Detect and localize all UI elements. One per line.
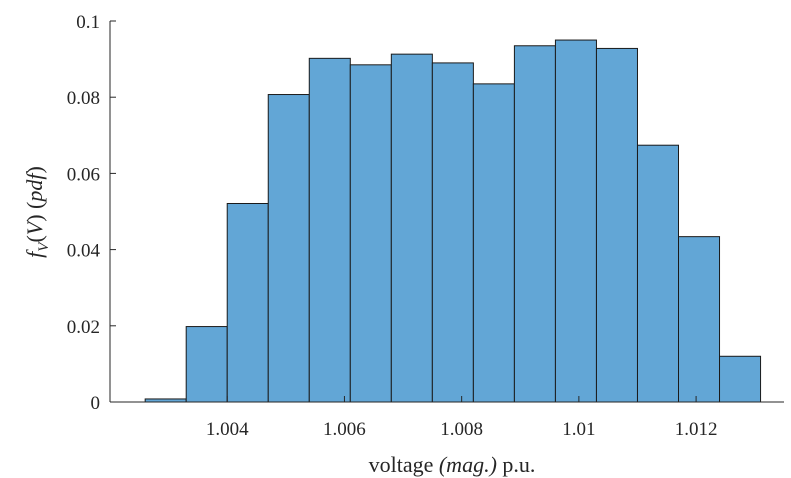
y-axis-title: fV(V) (pdf) <box>22 166 52 258</box>
axes-group <box>109 21 784 403</box>
y-axis-title-open-paren-2: ( <box>22 202 47 215</box>
histogram-bar-5 <box>349 64 392 403</box>
y-tick-label: 0.04 <box>67 241 101 262</box>
x-axis-title-prefix: voltage <box>369 452 439 477</box>
y-axis-title-subscript: V <box>36 241 52 252</box>
histogram-bar-6 <box>390 53 433 403</box>
y-tick-label: 0 <box>91 393 101 414</box>
histogram-bar-4 <box>308 57 351 403</box>
histogram-bar-3 <box>267 94 310 403</box>
histogram-bar-10 <box>554 39 597 403</box>
y-axis-title-f: f <box>22 249 47 258</box>
x-tick-label: 1.01 <box>562 419 595 440</box>
y-tick-label: 0.08 <box>67 88 100 109</box>
y-axis-title-close-paren-2: ) <box>22 166 47 173</box>
x-ticks-group: 1.004 1.006 1.008 1.01 1.012 <box>206 396 718 440</box>
histogram-bar-9 <box>513 45 556 403</box>
x-axis-title-italic: (mag.) <box>439 452 497 477</box>
y-ticks-group: 0 0.02 0.04 0.06 0.08 0.1 <box>67 12 116 414</box>
y-axis-title-pdf: pdf <box>22 171 47 204</box>
histogram-bar-7 <box>431 62 474 403</box>
y-tick-label: 0.1 <box>76 12 100 33</box>
y-axis-title-open-paren: ( <box>22 235 47 242</box>
histogram-bar-2 <box>226 202 269 403</box>
bars-group <box>144 39 762 403</box>
histogram-bar-13 <box>678 236 721 403</box>
y-tick-label: 0.06 <box>67 164 100 185</box>
y-tick-label: 0.02 <box>67 317 100 338</box>
histogram-bar-11 <box>595 47 638 403</box>
y-axis-title-v: V <box>22 219 47 235</box>
histogram-bar-14 <box>719 355 762 403</box>
histogram-bar-1 <box>185 326 228 403</box>
x-tick-label: 1.004 <box>206 419 249 440</box>
x-axis-title: voltage (mag.) p.u. <box>369 452 536 477</box>
histogram-bar-12 <box>636 144 680 403</box>
x-tick-label: 1.012 <box>675 419 718 440</box>
x-axis-title-suffix: p.u. <box>497 452 536 477</box>
histogram-bar-8 <box>472 83 515 403</box>
y-axis-title-close-paren: ) <box>22 214 47 221</box>
x-tick-label: 1.006 <box>323 419 366 440</box>
x-tick-label: 1.008 <box>440 419 483 440</box>
